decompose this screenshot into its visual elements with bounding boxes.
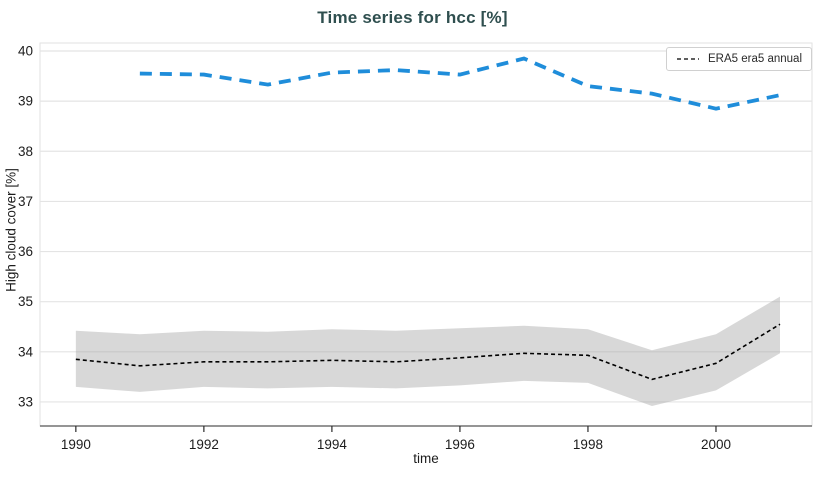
svg-text:38: 38 — [18, 144, 33, 159]
svg-text:34: 34 — [18, 344, 34, 359]
svg-text:1990: 1990 — [61, 437, 91, 452]
svg-text:39: 39 — [18, 94, 33, 109]
series-blue-dashed — [139, 56, 781, 111]
x-axis-title: time — [413, 451, 439, 466]
y-axis-title: High cloud cover [%] — [3, 168, 19, 292]
y-gridlines — [40, 50, 812, 403]
chart-title: Time series for hcc [%] — [317, 8, 508, 27]
svg-text:1994: 1994 — [317, 437, 348, 452]
blue-dashed-line — [139, 56, 781, 111]
series-era5-annual — [75, 296, 781, 406]
legend[interactable]: ERA5 era5 annual — [666, 47, 812, 71]
svg-text:33: 33 — [18, 394, 33, 409]
svg-text:1992: 1992 — [189, 437, 219, 452]
svg-text:1996: 1996 — [445, 437, 475, 452]
era5-annual-dashed-line — [75, 323, 781, 381]
svg-text:1998: 1998 — [573, 437, 603, 452]
svg-text:2000: 2000 — [701, 437, 731, 452]
x-axis: 1990 1992 1994 1996 1998 2000 — [40, 425, 812, 452]
svg-text:36: 36 — [18, 244, 33, 259]
legend-dashed-line-icon — [677, 58, 700, 60]
svg-text:40: 40 — [18, 44, 33, 59]
legend-label: ERA5 era5 annual — [708, 53, 802, 65]
y-axis: 33 34 35 36 37 38 39 40 — [18, 44, 34, 410]
svg-text:35: 35 — [18, 294, 33, 309]
uncertainty-band — [75, 296, 780, 406]
svg-text:37: 37 — [18, 194, 33, 209]
